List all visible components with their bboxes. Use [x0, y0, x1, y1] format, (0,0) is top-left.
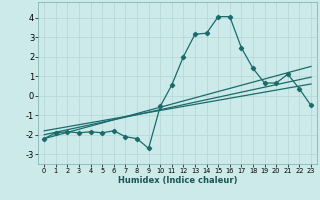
X-axis label: Humidex (Indice chaleur): Humidex (Indice chaleur) — [118, 176, 237, 185]
